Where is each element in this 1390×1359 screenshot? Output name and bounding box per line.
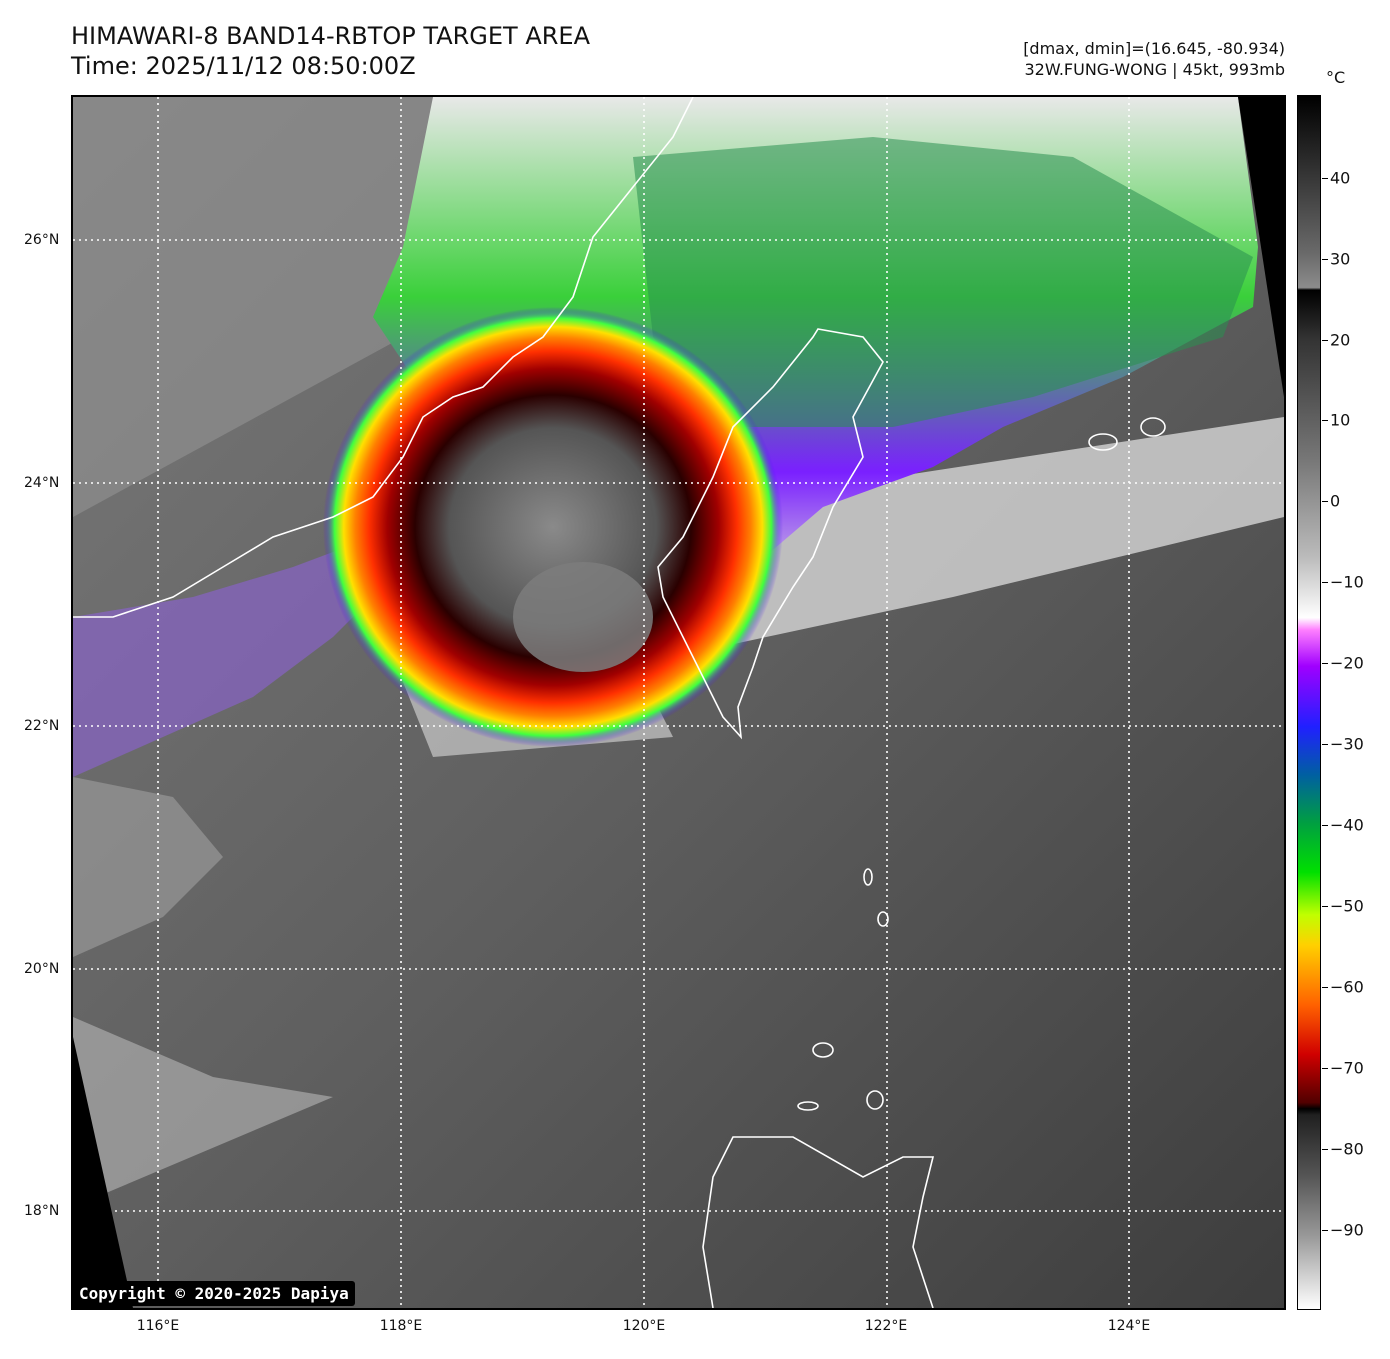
cloud-streak bbox=[633, 417, 1284, 657]
satellite-map[interactable] bbox=[71, 95, 1286, 1310]
lat-label-24: 24°N bbox=[24, 475, 60, 491]
title-block: HIMAWARI-8 BAND14-RBTOP TARGET AREA Time:… bbox=[71, 21, 590, 81]
colorbar-tick-m60: −60 bbox=[1330, 977, 1364, 997]
island-outline bbox=[1088, 433, 1118, 451]
colorbar-tick bbox=[1322, 663, 1328, 664]
cloud-band-green bbox=[633, 137, 1253, 427]
dmax-dmin-text: [dmax, dmin]=(16.645, -80.934) bbox=[1023, 39, 1285, 58]
colorbar-tick-m90: −90 bbox=[1330, 1220, 1364, 1240]
island-outline bbox=[1140, 417, 1166, 437]
colorbar-tick-m80: −80 bbox=[1330, 1139, 1364, 1159]
colorbar-tick bbox=[1322, 987, 1328, 988]
colorbar-tick-m10: −10 bbox=[1330, 572, 1364, 592]
colorbar-tick-0: 0 bbox=[1330, 491, 1341, 511]
no-data-region bbox=[1238, 97, 1284, 397]
colorbar-unit: °C bbox=[1326, 68, 1346, 87]
no-data-region bbox=[73, 1037, 133, 1308]
colorbar-tick-30: 30 bbox=[1330, 249, 1351, 269]
lat-label-18: 18°N bbox=[24, 1203, 60, 1219]
colorbar-tick-m30: −30 bbox=[1330, 734, 1364, 754]
copyright-badge: Copyright © 2020-2025 Dapiya bbox=[73, 1281, 355, 1306]
colorbar-tick-10: 10 bbox=[1330, 410, 1351, 430]
map-svg bbox=[73, 97, 1284, 1308]
graticule bbox=[73, 97, 1284, 1308]
storm-eye-region bbox=[513, 562, 653, 672]
lat-label-22: 22°N bbox=[24, 718, 60, 734]
colorbar-tick-m40: −40 bbox=[1330, 815, 1364, 835]
colorbar-tick bbox=[1322, 178, 1328, 179]
lon-label-124: 124°E bbox=[1107, 1318, 1151, 1334]
colorbar-tick bbox=[1322, 582, 1328, 583]
colorbar-tick-m70: −70 bbox=[1330, 1058, 1364, 1078]
colorbar-tick bbox=[1322, 1068, 1328, 1069]
colorbar-tick bbox=[1322, 259, 1328, 260]
colorbar-tick bbox=[1322, 340, 1328, 341]
colorbar-tick-40: 40 bbox=[1330, 168, 1351, 188]
colorbar-tick-m50: −50 bbox=[1330, 896, 1364, 916]
lon-label-120: 120°E bbox=[622, 1318, 666, 1334]
lon-label-118: 118°E bbox=[379, 1318, 423, 1334]
colorbar-tick bbox=[1322, 1230, 1328, 1231]
lon-label-122: 122°E bbox=[864, 1318, 908, 1334]
cloud-patches-west bbox=[73, 777, 223, 957]
lat-label-26: 26°N bbox=[24, 232, 60, 248]
island-outline bbox=[797, 1101, 819, 1111]
taiwan-coast bbox=[657, 328, 884, 740]
lon-label-116: 116°E bbox=[136, 1318, 180, 1334]
colorbar-tick bbox=[1322, 420, 1328, 421]
cloud-streak bbox=[73, 97, 433, 517]
storm-info-text: 32W.FUNG-WONG | 45kt, 993mb bbox=[1024, 60, 1285, 79]
colorbar-tick bbox=[1322, 825, 1328, 826]
title-line-1: HIMAWARI-8 BAND14-RBTOP TARGET AREA bbox=[71, 22, 591, 50]
colorbar-tick bbox=[1322, 1149, 1328, 1150]
island-outline bbox=[866, 1090, 884, 1110]
china-coast bbox=[73, 97, 694, 618]
cloud-patches-west bbox=[73, 537, 403, 777]
island-outline bbox=[863, 868, 873, 886]
meta-block: [dmax, dmin]=(16.645, -80.934) 32W.FUNG-… bbox=[1023, 38, 1285, 80]
colorbar-tick-20: 20 bbox=[1330, 330, 1351, 350]
title-line-2: Time: 2025/11/12 08:50:00Z bbox=[71, 52, 416, 80]
cloud-streak bbox=[73, 1017, 333, 1207]
colorbar-tick bbox=[1322, 744, 1328, 745]
luzon-coast bbox=[702, 1136, 935, 1308]
lat-label-20: 20°N bbox=[24, 961, 60, 977]
storm-core bbox=[323, 307, 783, 747]
colorbar-tick bbox=[1322, 906, 1328, 907]
coastlines bbox=[73, 97, 1166, 1308]
colorbar-tick bbox=[1322, 501, 1328, 502]
island-outline bbox=[812, 1042, 834, 1058]
colorbar-tick-m20: −20 bbox=[1330, 653, 1364, 673]
island-outline bbox=[877, 911, 889, 927]
colorbar bbox=[1297, 95, 1321, 1310]
